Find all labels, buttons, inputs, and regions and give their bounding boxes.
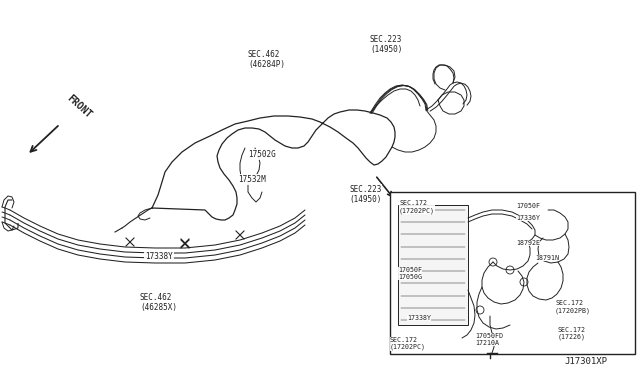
Text: 17532M: 17532M bbox=[238, 175, 266, 184]
Text: 17050F: 17050F bbox=[516, 203, 540, 209]
Text: 17050F
17050G: 17050F 17050G bbox=[398, 267, 422, 280]
Text: 17050FD
17210A: 17050FD 17210A bbox=[475, 333, 503, 346]
Text: J17301XP: J17301XP bbox=[564, 357, 607, 366]
Text: SEC.223
(14950): SEC.223 (14950) bbox=[370, 35, 403, 54]
Text: 17336Y: 17336Y bbox=[516, 215, 540, 221]
Text: FRONT: FRONT bbox=[65, 93, 93, 120]
Text: SEC.462
(46285X): SEC.462 (46285X) bbox=[140, 293, 177, 312]
Text: SEC.172
(17202PC): SEC.172 (17202PC) bbox=[390, 337, 426, 350]
Text: 18791N: 18791N bbox=[535, 255, 559, 261]
Text: SEC.223
(14950): SEC.223 (14950) bbox=[349, 185, 381, 204]
Bar bbox=[390, 192, 635, 354]
Text: SEC.462
(46284P): SEC.462 (46284P) bbox=[248, 50, 285, 70]
Text: SEC.172
(17202PC): SEC.172 (17202PC) bbox=[399, 200, 435, 214]
Bar bbox=[398, 205, 468, 325]
Text: 17502G: 17502G bbox=[248, 150, 276, 159]
Text: 17338Y: 17338Y bbox=[145, 252, 173, 261]
Text: 18792E: 18792E bbox=[516, 240, 540, 246]
Text: 17338Y: 17338Y bbox=[407, 315, 431, 321]
Text: SEC.172
(17202PB): SEC.172 (17202PB) bbox=[555, 300, 591, 314]
Text: SEC.172
(17226): SEC.172 (17226) bbox=[558, 327, 586, 340]
